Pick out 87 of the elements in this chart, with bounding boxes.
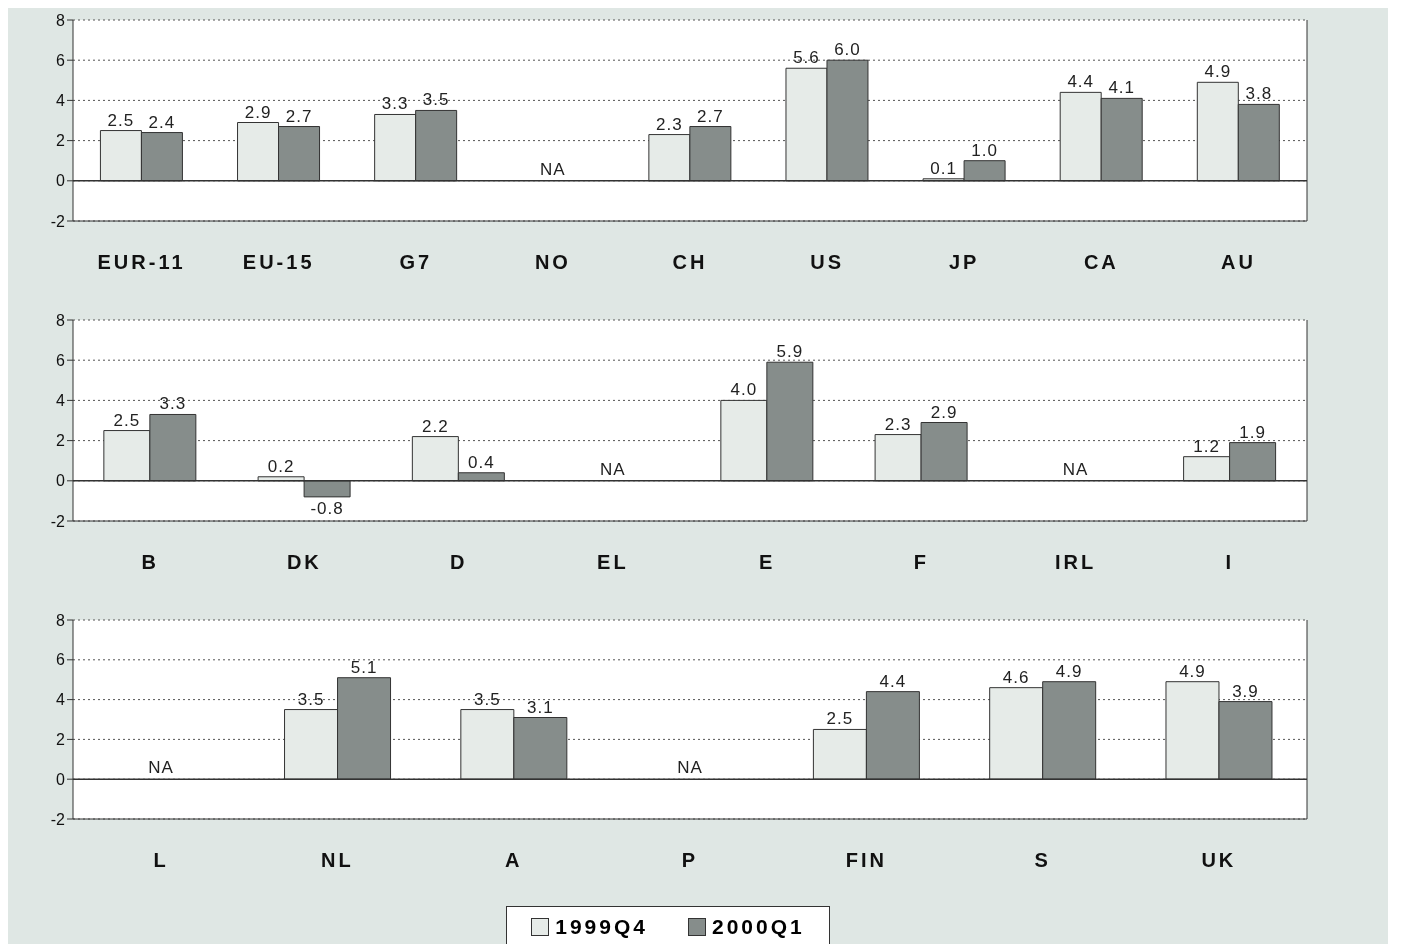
y-tick-label: 0: [56, 472, 66, 490]
data-label: 2.5: [113, 410, 141, 430]
data-label: 2.3: [656, 114, 683, 134]
data-label: 3.5: [474, 689, 501, 709]
x-tick-label: AU: [1221, 251, 1256, 274]
data-label: 0.4: [468, 452, 495, 472]
data-label: 4.6: [1002, 667, 1030, 687]
x-tick-label: P: [681, 849, 699, 872]
x-tick-label: D: [449, 551, 468, 574]
y-tick-label: 4: [56, 392, 66, 410]
annotation: NA: [600, 459, 626, 479]
y-tick-label: 8: [56, 11, 66, 29]
y-tick-label: -2: [50, 512, 66, 530]
data-label: 4.0: [730, 380, 758, 400]
y-tick-label: -2: [50, 810, 66, 828]
data-label: 3.3: [159, 394, 187, 414]
legend-label: 1999Q4: [554, 915, 648, 939]
data-label: 2.9: [930, 402, 958, 422]
data-label: 2.7: [697, 106, 724, 126]
data-label: 2.4: [148, 112, 176, 132]
data-label: 4.9: [1179, 661, 1206, 681]
x-tick-label: IRL: [1055, 551, 1097, 574]
x-tick-label: FIN: [845, 849, 887, 872]
data-label: 2.9: [244, 102, 272, 122]
data-label: 5.9: [776, 342, 804, 362]
data-label: 3.3: [381, 94, 409, 114]
data-label: 1.9: [1239, 422, 1266, 442]
x-tick-label: US: [810, 251, 845, 274]
annotation: NA: [677, 758, 703, 778]
x-tick-label: B: [141, 551, 159, 574]
x-tick-label: EUR-11: [97, 251, 186, 274]
data-label: 4.4: [879, 671, 907, 691]
data-label: 3.9: [1232, 681, 1259, 701]
data-label: 4.4: [1067, 72, 1095, 92]
x-tick-label: E: [758, 551, 776, 574]
data-label: 3.8: [1245, 84, 1273, 104]
data-label: 5.1: [350, 657, 378, 677]
data-label: 2.2: [422, 416, 449, 436]
legend-label: 2000Q1: [711, 915, 805, 939]
y-tick-label: 6: [56, 651, 66, 669]
data-label: 5.6: [793, 48, 820, 68]
x-tick-label: DK: [286, 551, 322, 574]
x-tick-label: CA: [1083, 251, 1119, 274]
data-label: 4.9: [1204, 62, 1232, 82]
x-tick-label: G7: [399, 251, 433, 274]
data-label: 2.5: [107, 110, 135, 130]
x-tick-label: A: [504, 849, 523, 872]
x-tick-label: I: [1225, 551, 1235, 574]
data-label: 4.1: [1108, 78, 1136, 98]
data-label: 2.7: [285, 106, 313, 126]
data-label: 6.0: [834, 40, 861, 60]
data-label: 3.5: [297, 689, 325, 709]
annotation: NA: [540, 159, 566, 179]
x-tick-label: EU-15: [242, 251, 315, 274]
data-label: 1.2: [1193, 436, 1220, 456]
annotation: NA: [148, 758, 174, 778]
x-tick-label: S: [1034, 849, 1051, 872]
y-tick-label: 8: [56, 611, 66, 629]
x-tick-label: NO: [534, 251, 571, 274]
data-label: 3.1: [527, 697, 554, 717]
y-tick-label: 6: [56, 51, 66, 69]
data-label: 2.3: [884, 414, 912, 434]
y-tick-label: -2: [50, 212, 66, 230]
x-tick-label: NL: [321, 849, 354, 872]
data-label: 1.0: [971, 140, 998, 160]
y-tick-label: 2: [56, 132, 66, 150]
data-label: 4.9: [1055, 661, 1083, 681]
y-tick-label: 8: [56, 311, 66, 329]
y-tick-label: 0: [56, 172, 66, 190]
data-label: -0.8: [310, 498, 344, 518]
y-tick-label: 6: [56, 351, 66, 369]
x-tick-label: EL: [597, 551, 629, 574]
y-tick-label: 4: [56, 92, 66, 110]
x-tick-label: CH: [672, 251, 708, 274]
x-tick-label: UK: [1201, 849, 1237, 872]
annotation: NA: [1062, 459, 1089, 479]
data-label: 2.5: [826, 709, 854, 729]
data-label: 0.2: [267, 456, 295, 476]
data-label: 0.1: [930, 158, 957, 178]
y-tick-label: 2: [56, 432, 66, 450]
y-tick-label: 4: [56, 691, 66, 709]
x-tick-label: F: [913, 551, 929, 574]
data-label: 3.5: [422, 90, 450, 110]
y-tick-label: 2: [56, 731, 66, 749]
y-tick-label: 0: [56, 770, 66, 788]
x-tick-label: JP: [948, 251, 980, 274]
x-tick-label: L: [153, 849, 169, 872]
